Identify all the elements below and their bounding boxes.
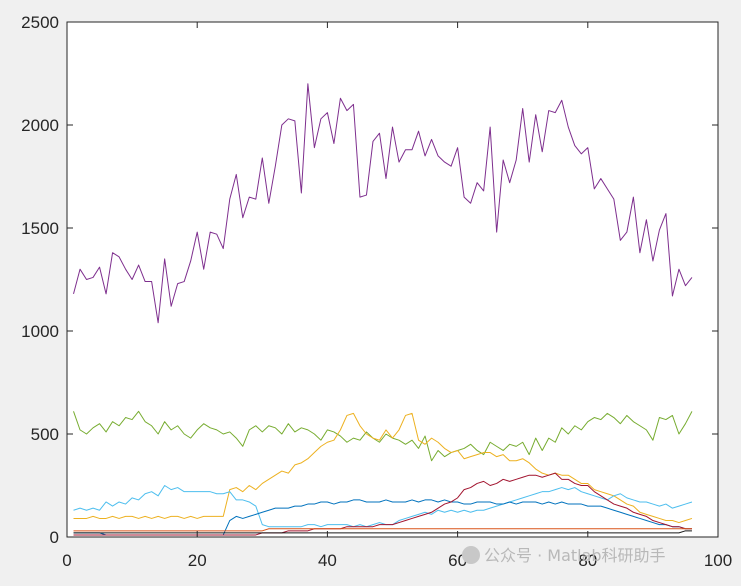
watermark: 公众号 · Matlab科研助手 xyxy=(462,542,666,566)
x-tick-label: 80 xyxy=(578,551,597,570)
wechat-icon xyxy=(462,546,480,564)
y-tick-label: 1500 xyxy=(21,219,59,238)
y-tick-label: 500 xyxy=(31,425,59,444)
y-tick-label: 2500 xyxy=(21,13,59,32)
x-tick-label: 0 xyxy=(62,551,71,570)
y-tick-label: 1000 xyxy=(21,322,59,341)
y-tick-label: 0 xyxy=(50,528,59,547)
series-line-6 xyxy=(73,472,692,536)
series-line-7 xyxy=(73,528,692,532)
x-tick-label: 40 xyxy=(318,551,337,570)
axes-box xyxy=(66,21,719,538)
watermark-text: 公众号 · Matlab科研助手 xyxy=(484,546,666,565)
x-tick-label: 100 xyxy=(704,551,732,570)
series-line-2 xyxy=(73,410,693,462)
plot-area xyxy=(67,22,718,537)
y-tick-label: 2000 xyxy=(21,116,59,135)
series-layer xyxy=(73,83,693,536)
series-line-1 xyxy=(73,83,693,324)
series-line-8 xyxy=(73,530,692,534)
series-line-3 xyxy=(73,412,693,524)
x-tick-label: 20 xyxy=(188,551,207,570)
series-line-4 xyxy=(73,485,693,528)
